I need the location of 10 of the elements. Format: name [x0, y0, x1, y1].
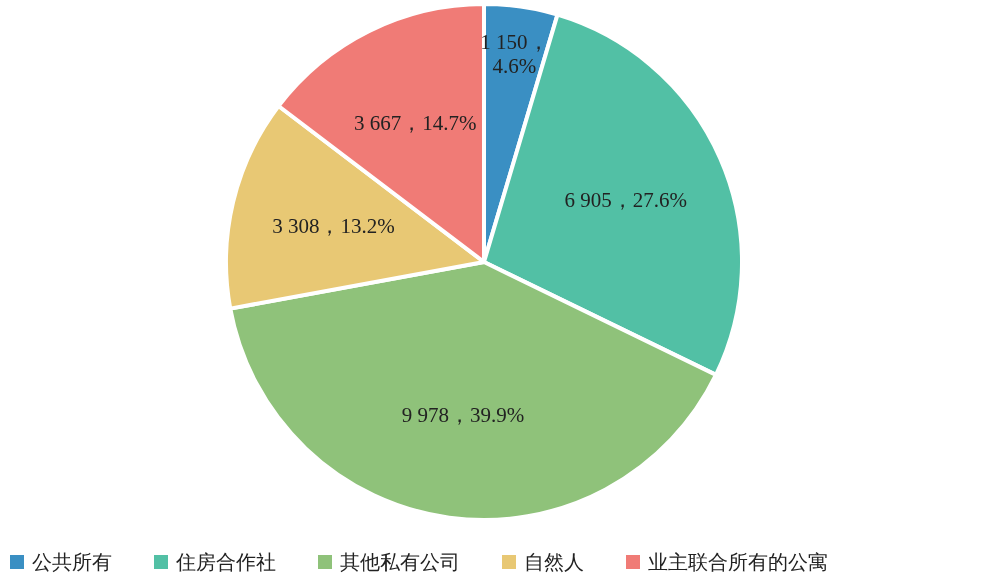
data-label: 6 905，27.6%	[564, 187, 687, 212]
legend-label: 公共所有	[32, 550, 112, 574]
data-label: 9 978，39.9%	[401, 403, 525, 428]
legend-label: 业主联合所有的公寓	[648, 550, 828, 574]
data-label: 3 667，14.7%	[353, 111, 477, 136]
legend-label: 其他私有公司	[340, 550, 460, 574]
legend-label: 自然人	[524, 550, 584, 574]
data-label: 1 150，4.6%	[480, 29, 549, 78]
legend-label: 住房合作社	[175, 550, 276, 574]
data-label: 3 308，13.2%	[272, 214, 395, 239]
